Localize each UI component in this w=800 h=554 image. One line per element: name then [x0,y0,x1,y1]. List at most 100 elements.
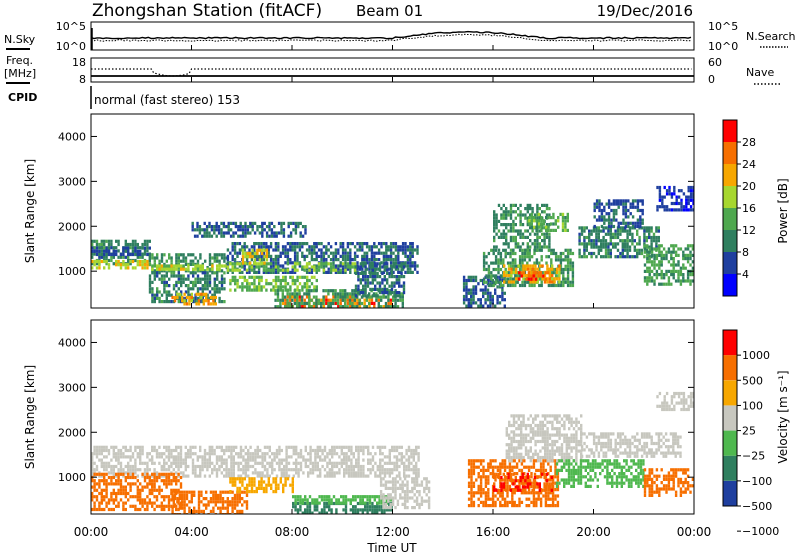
heatmap-cell [626,239,629,243]
heatmap-cell [182,253,185,257]
heatmap-cell [110,468,113,472]
heatmap-cell [407,458,411,462]
heatmap-cell [187,290,190,294]
heatmap-cell [98,474,101,478]
heatmap-cell [184,300,188,304]
heatmap-cell [206,280,209,284]
heatmap-cell [245,506,249,510]
heatmap-cell [245,268,249,272]
heatmap-cell [293,258,297,262]
heatmap-cell [527,271,531,275]
heatmap-cell [397,267,400,271]
heatmap-cell [148,287,152,291]
heatmap-cell [636,205,640,209]
heatmap-cell [194,277,197,281]
heatmap-cell [691,244,694,248]
heatmap-cell [323,508,326,512]
heatmap-cell [103,482,106,486]
heatmap-cell [346,245,350,249]
heatmap-cell [677,276,680,280]
heatmap-cell [201,464,204,469]
heatmap-cell [528,222,531,226]
heatmap-cell [521,242,525,246]
heatmap-cell [195,302,198,306]
heatmap-cell [679,273,683,277]
heatmap-cell [665,192,669,196]
heatmap-cell [191,458,195,462]
heatmap-cell [479,288,482,292]
heatmap-cell [316,464,319,469]
heatmap-cell [655,245,658,249]
heatmap-cell [561,222,565,226]
heatmap-cell [148,501,151,505]
heatmap-cell [492,261,495,265]
heatmap-cell [518,271,521,275]
heatmap-cell [148,482,151,486]
heatmap-cell [340,501,343,505]
heatmap-cell [392,305,395,308]
heatmap-cell [175,461,178,465]
heatmap-cell [220,277,224,281]
heatmap-cell [318,501,321,505]
heatmap-cell [286,295,290,299]
heatmap-cell [554,283,558,288]
heatmap-cell [227,474,231,478]
heatmap-cell [210,225,214,229]
heatmap-cell [487,274,491,278]
heatmap-cell [325,245,328,249]
heatmap-cell [103,259,106,264]
heatmap-cell [569,280,572,284]
heatmap-cell [210,228,214,232]
heatmap-cell [131,468,135,472]
heatmap-cell [566,280,570,284]
heatmap-cell [415,464,418,469]
heatmap-cell [268,461,271,465]
heatmap-cell [672,276,675,280]
heatmap-cell [619,251,622,256]
heatmap-cell [540,255,543,259]
heatmap-cell [185,497,189,501]
heatmap-cell [337,270,340,274]
heatmap-cell [143,501,147,505]
heatmap-cell [175,471,178,475]
heatmap-cell [379,452,382,456]
heatmap-cell [543,235,546,239]
heatmap-cell [299,455,303,459]
heatmap-cell [173,299,177,303]
heatmap-cell [115,498,118,502]
heatmap-cell [641,202,644,206]
heatmap-cell [286,298,289,302]
heatmap-cell [341,251,345,255]
heatmap-cell [200,509,203,513]
heatmap-cell [95,448,99,453]
noise-left-tick-top: 10^5 [56,20,86,33]
heatmap-cell [607,248,610,252]
heatmap-cell [260,285,263,289]
heatmap-cell [339,292,342,296]
heatmap-cell [291,248,294,252]
heatmap-cell [344,258,347,262]
heatmap-cell [217,228,221,232]
heatmap-cell [296,292,299,296]
heatmap-cell [127,461,130,465]
heatmap-cell [117,455,120,459]
heatmap-cell [665,269,668,273]
heatmap-cell [505,274,508,278]
heatmap-cell [131,464,135,469]
heatmap-cell [254,461,257,465]
heatmap-cell [411,245,414,249]
heatmap-cell [179,464,183,469]
heatmap-cell [604,245,608,249]
heatmap-cell [389,486,392,490]
heatmap-cell [372,292,376,296]
heatmap-cell [519,210,522,214]
heatmap-cell [310,282,314,286]
heatmap-cell [165,472,168,476]
heatmap-cell [148,458,151,462]
heatmap-cell [151,445,154,449]
heatmap-cell [233,251,237,255]
heatmap-cell [349,254,352,258]
heatmap-cell [331,452,334,456]
heatmap-cell [175,274,178,278]
heatmap-cell [284,288,287,292]
